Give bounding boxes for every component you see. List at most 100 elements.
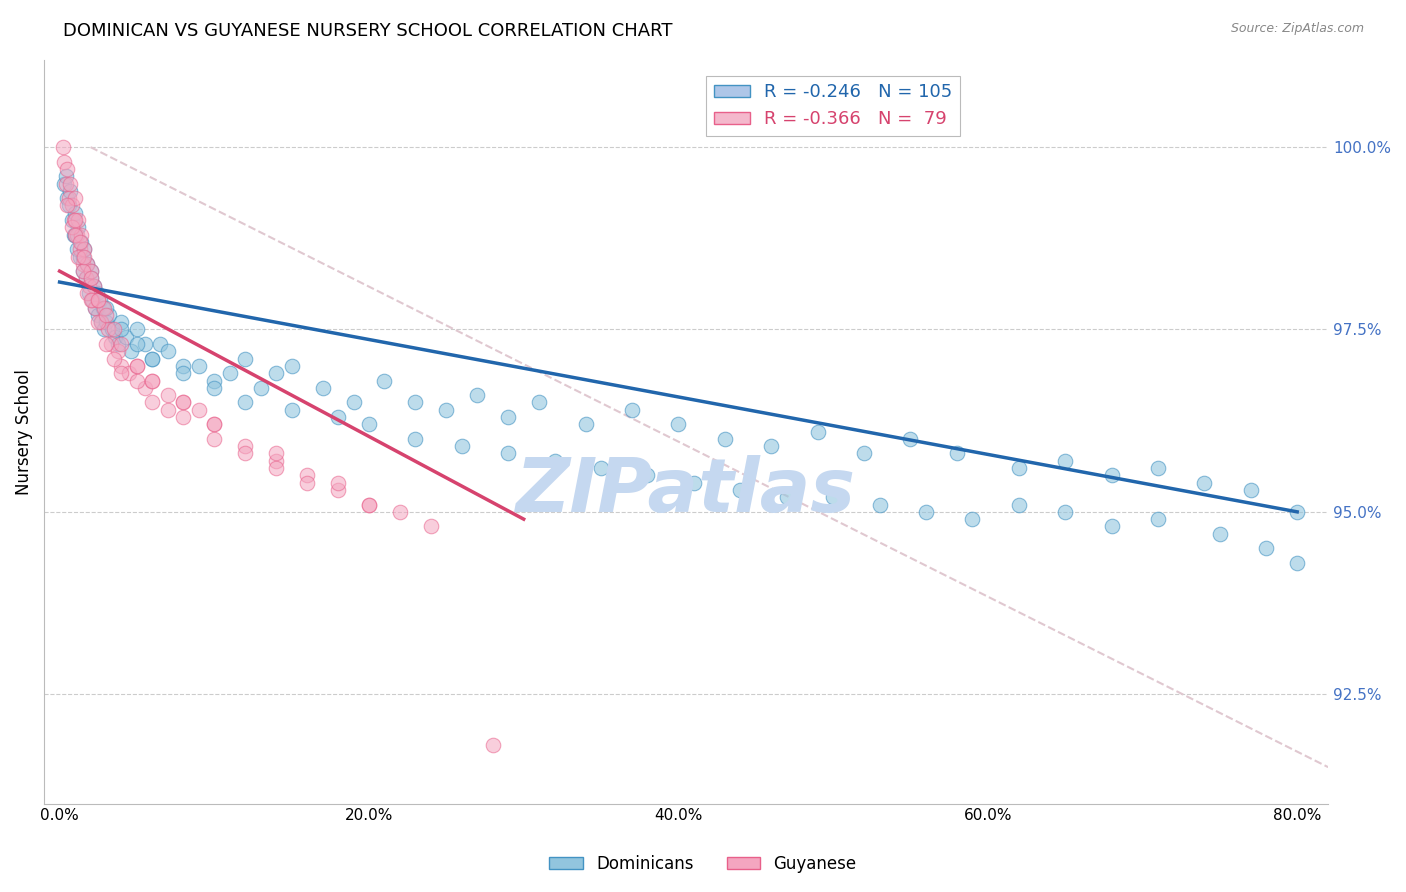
Point (79, 293, 101, 308)
Point (63, 191, 86, 205)
Point (249, 381, 271, 395)
Point (1008, 461, 1031, 475)
Point (58, 198, 80, 212)
Point (60, 220, 83, 235)
Point (79, 271, 101, 285)
Point (295, 468, 318, 483)
Point (326, 475, 349, 490)
Point (233, 439, 256, 453)
Y-axis label: Nursery School: Nursery School (15, 368, 32, 494)
Point (125, 359, 148, 373)
Point (187, 359, 209, 373)
Point (496, 446, 519, 460)
Point (434, 402, 457, 417)
Point (60, 213, 83, 227)
Text: Source: ZipAtlas.com: Source: ZipAtlas.com (1230, 22, 1364, 36)
Point (311, 381, 333, 395)
Point (172, 410, 194, 425)
Point (62, 227, 84, 242)
Point (543, 454, 565, 468)
Point (63, 206, 86, 220)
Point (100, 337, 122, 351)
Point (70, 227, 93, 242)
Point (110, 322, 132, 336)
Point (1240, 483, 1263, 497)
Point (87, 308, 110, 322)
Point (280, 359, 302, 373)
Point (761, 439, 783, 453)
Point (915, 505, 938, 519)
Point (156, 402, 179, 417)
Point (187, 402, 209, 417)
Point (419, 519, 441, 533)
Point (69, 235, 91, 249)
Point (620, 402, 643, 417)
Point (87, 315, 110, 329)
Point (134, 381, 156, 395)
Point (172, 366, 194, 380)
Point (776, 490, 799, 504)
Point (115, 330, 138, 344)
Point (90, 315, 112, 329)
Point (141, 374, 163, 388)
Point (1286, 505, 1309, 519)
Point (202, 417, 225, 432)
Point (218, 366, 240, 380)
Point (141, 374, 163, 388)
Point (76, 257, 98, 271)
Point (55, 177, 77, 191)
Point (730, 483, 752, 497)
Point (76, 285, 98, 300)
Point (125, 337, 148, 351)
Point (96, 322, 118, 336)
Point (67, 220, 90, 235)
Point (72, 264, 94, 278)
Point (84, 301, 107, 315)
Legend: Dominicans, Guyanese: Dominicans, Guyanese (543, 848, 863, 880)
Point (94, 301, 117, 315)
Point (589, 461, 612, 475)
Point (59, 184, 82, 198)
Point (63, 227, 86, 242)
Point (103, 322, 125, 336)
Point (233, 351, 256, 366)
Point (94, 308, 117, 322)
Point (91, 301, 114, 315)
Point (1054, 454, 1077, 468)
Point (118, 366, 141, 380)
Point (342, 395, 364, 409)
Point (156, 344, 179, 359)
Point (172, 395, 194, 409)
Point (103, 351, 125, 366)
Point (264, 461, 287, 475)
Point (58, 191, 80, 205)
Point (65, 227, 87, 242)
Point (869, 498, 891, 512)
Point (1209, 526, 1232, 541)
Point (79, 264, 101, 278)
Point (202, 374, 225, 388)
Point (326, 410, 349, 425)
Point (357, 417, 380, 432)
Point (80, 293, 103, 308)
Point (94, 337, 117, 351)
Point (172, 359, 194, 373)
Point (83, 278, 105, 293)
Point (900, 432, 922, 446)
Point (98, 308, 121, 322)
Point (264, 446, 287, 460)
Point (63, 213, 86, 227)
Point (90, 315, 112, 329)
Point (172, 395, 194, 409)
Point (357, 498, 380, 512)
Point (67, 250, 90, 264)
Point (56, 161, 79, 176)
Point (233, 446, 256, 460)
Point (636, 468, 658, 483)
Point (527, 395, 550, 409)
Point (496, 410, 519, 425)
Point (156, 388, 179, 402)
Point (84, 301, 107, 315)
Text: ZIPatlas: ZIPatlas (516, 455, 856, 528)
Point (388, 505, 411, 519)
